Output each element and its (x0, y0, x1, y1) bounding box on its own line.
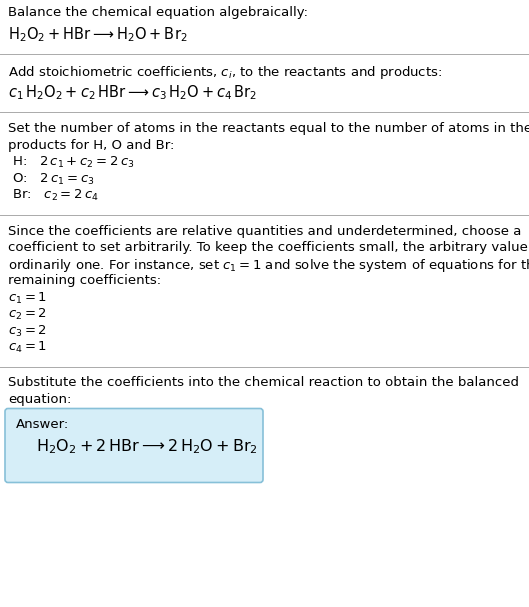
Text: H:   $2\,c_1 + c_2 = 2\,c_3$: H: $2\,c_1 + c_2 = 2\,c_3$ (8, 155, 134, 170)
Text: Answer:: Answer: (16, 418, 69, 432)
Text: Br:   $c_2 = 2\,c_4$: Br: $c_2 = 2\,c_4$ (8, 188, 99, 203)
Text: $c_1 = 1$: $c_1 = 1$ (8, 291, 47, 305)
Text: Since the coefficients are relative quantities and underdetermined, choose a: Since the coefficients are relative quan… (8, 225, 522, 237)
Text: Add stoichiometric coefficients, $c_i$, to the reactants and products:: Add stoichiometric coefficients, $c_i$, … (8, 64, 442, 81)
Text: coefficient to set arbitrarily. To keep the coefficients small, the arbitrary va: coefficient to set arbitrarily. To keep … (8, 241, 529, 254)
Text: Balance the chemical equation algebraically:: Balance the chemical equation algebraica… (8, 6, 308, 19)
Text: $c_2 = 2$: $c_2 = 2$ (8, 307, 47, 322)
Text: $c_3 = 2$: $c_3 = 2$ (8, 324, 47, 339)
Text: $c_4 = 1$: $c_4 = 1$ (8, 340, 47, 355)
Text: remaining coefficients:: remaining coefficients: (8, 274, 161, 287)
Text: $\mathsf{H_2O_2 + HBr \longrightarrow H_2O + Br_2}$: $\mathsf{H_2O_2 + HBr \longrightarrow H_… (8, 25, 188, 44)
FancyBboxPatch shape (5, 409, 263, 483)
Text: O:   $2\,c_1 = c_3$: O: $2\,c_1 = c_3$ (8, 172, 95, 186)
Text: ordinarily one. For instance, set $c_1 = 1$ and solve the system of equations fo: ordinarily one. For instance, set $c_1 =… (8, 257, 529, 274)
Text: products for H, O and Br:: products for H, O and Br: (8, 138, 175, 152)
Text: $\mathsf{H_2O_2} + 2\,\mathsf{HBr} \longrightarrow 2\,\mathsf{H_2O} + \mathsf{Br: $\mathsf{H_2O_2} + 2\,\mathsf{HBr} \long… (36, 438, 258, 456)
Text: Substitute the coefficients into the chemical reaction to obtain the balanced: Substitute the coefficients into the che… (8, 376, 519, 390)
Text: equation:: equation: (8, 393, 71, 406)
Text: Set the number of atoms in the reactants equal to the number of atoms in the: Set the number of atoms in the reactants… (8, 122, 529, 135)
Text: $c_1\,\mathsf{H_2O_2} + c_2\,\mathsf{HBr} \longrightarrow c_3\,\mathsf{H_2O} + c: $c_1\,\mathsf{H_2O_2} + c_2\,\mathsf{HBr… (8, 83, 257, 102)
